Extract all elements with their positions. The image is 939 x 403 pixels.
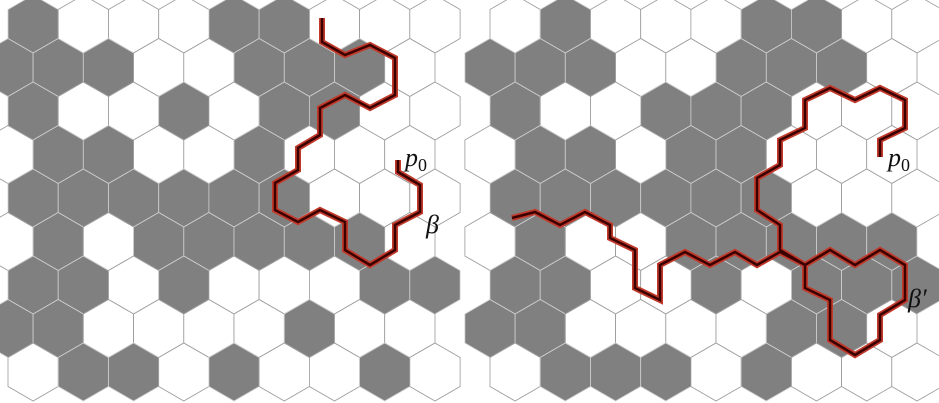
- start-label-base: p: [886, 143, 901, 172]
- path-label: β: [425, 210, 439, 239]
- start-label-sub: 0: [901, 155, 910, 175]
- hex-cell: [891, 342, 939, 402]
- hex-cell: [409, 342, 461, 402]
- path: [511, 86, 907, 357]
- paths: [272, 18, 908, 359]
- start-label: p0: [886, 143, 910, 175]
- path: [273, 18, 422, 267]
- path-label: β′: [907, 284, 927, 313]
- start-label: p0: [403, 143, 427, 175]
- start-label-sub: 0: [418, 155, 427, 175]
- start-label-base: p: [403, 143, 418, 172]
